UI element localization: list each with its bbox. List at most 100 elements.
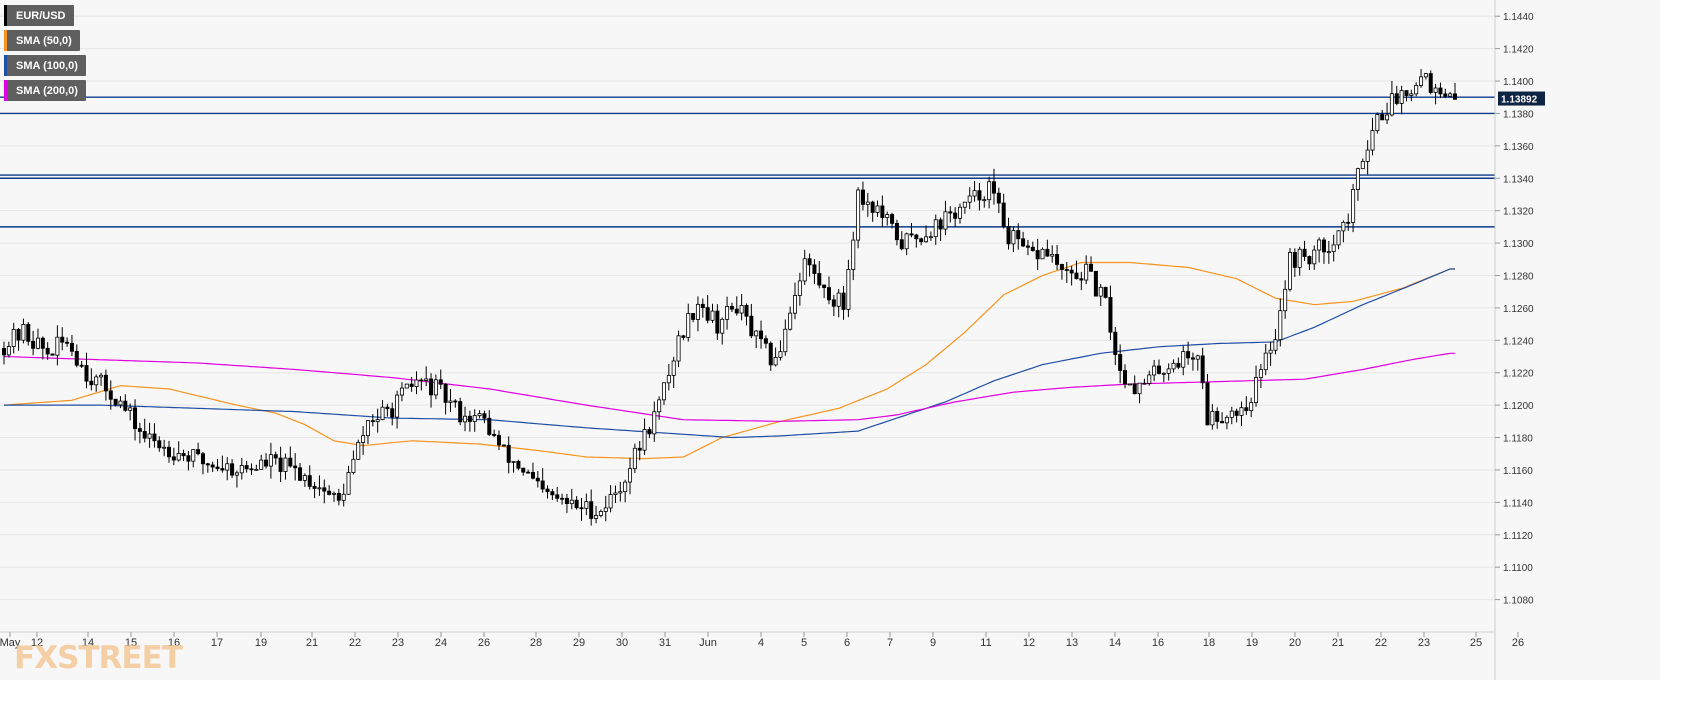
candle	[860, 181, 865, 211]
candle-body	[196, 449, 201, 455]
candle	[453, 399, 458, 408]
candle-body	[1142, 382, 1147, 385]
candle	[1084, 255, 1089, 285]
candle-body	[1292, 252, 1297, 268]
candle-body	[982, 199, 987, 202]
candle-body	[705, 307, 710, 321]
candle	[1190, 352, 1195, 371]
candle	[1288, 248, 1293, 292]
candle-body	[628, 468, 633, 483]
candle-body	[1288, 252, 1293, 290]
candle-body	[1341, 221, 1346, 232]
candle-body	[215, 466, 220, 469]
candle	[385, 403, 390, 417]
candle	[1210, 404, 1215, 430]
candle	[380, 400, 385, 421]
candle-body	[608, 494, 613, 509]
candle	[467, 410, 472, 432]
legend-item-sma50[interactable]: SMA (50,0)	[4, 30, 80, 51]
candle	[788, 306, 793, 331]
candle-body	[1001, 202, 1006, 227]
candle	[249, 463, 254, 475]
candle	[108, 380, 113, 410]
candle	[1064, 261, 1069, 283]
legend-item-sma100[interactable]: SMA (100,0)	[4, 55, 86, 76]
candle-body	[686, 313, 691, 338]
legend-swatch	[4, 5, 7, 26]
candle-body	[1297, 248, 1302, 268]
candle	[1220, 412, 1225, 424]
candle-body	[1050, 254, 1055, 257]
candle	[545, 485, 550, 499]
candle-body	[1021, 238, 1026, 247]
candle	[1453, 82, 1458, 100]
candle	[613, 485, 618, 503]
candle	[31, 330, 36, 356]
candle	[1137, 382, 1142, 404]
candle-body	[133, 407, 138, 429]
candle-body	[1011, 230, 1016, 245]
candle-body	[914, 234, 919, 240]
candle	[608, 485, 613, 513]
candle-body	[31, 340, 36, 349]
y-tick-label: 1.1260	[1503, 304, 1534, 315]
candle-body	[1040, 248, 1045, 260]
x-tick-label: May	[0, 637, 21, 649]
candle-body	[113, 398, 118, 406]
candle-body	[744, 305, 749, 317]
candle	[870, 200, 875, 222]
candle	[496, 430, 501, 451]
candle-body	[715, 310, 720, 334]
candle	[1016, 223, 1021, 250]
legend-item-sma200[interactable]: SMA (200,0)	[4, 80, 86, 101]
candle-body	[501, 444, 506, 447]
candle	[1351, 183, 1356, 233]
candle	[530, 462, 535, 480]
candle-body	[171, 456, 176, 461]
candle	[1292, 248, 1297, 277]
candle-body	[298, 467, 303, 481]
candle	[293, 453, 298, 481]
candle-body	[637, 447, 642, 451]
candle	[1326, 240, 1331, 264]
y-tick-label: 1.1380	[1503, 109, 1534, 120]
candle-body	[928, 236, 933, 239]
candle	[94, 374, 99, 392]
candle-body	[666, 375, 671, 384]
candle	[914, 233, 919, 248]
candle-body	[652, 411, 657, 435]
candle	[419, 378, 424, 391]
candle-body	[657, 399, 662, 413]
candle-body	[831, 299, 836, 307]
candle	[103, 369, 108, 401]
legend-label: SMA (50,0)	[16, 34, 72, 47]
candle	[225, 457, 230, 481]
candle	[1200, 347, 1205, 390]
candle	[1254, 365, 1259, 407]
x-tick-label: 11	[980, 637, 991, 649]
candle	[632, 443, 637, 473]
candle-body	[157, 440, 162, 449]
candle-body	[865, 201, 870, 205]
candle-body	[1016, 230, 1021, 240]
candle	[181, 449, 186, 462]
candle-body	[26, 324, 31, 342]
candle-body	[933, 219, 938, 238]
candle	[1278, 298, 1283, 347]
x-tick-label: 25	[1470, 637, 1482, 649]
candle	[1055, 245, 1060, 271]
candle-body	[492, 434, 497, 436]
x-tick-label: 17	[211, 637, 223, 649]
candle-body	[1186, 351, 1191, 359]
candle	[1380, 109, 1385, 121]
legend-item-symbol[interactable]: EUR/USD	[4, 5, 74, 26]
candle-body	[404, 383, 409, 389]
candle-body	[463, 415, 468, 423]
candle	[433, 374, 438, 400]
candle-body	[142, 431, 147, 439]
y-tick-label: 1.1360	[1503, 142, 1534, 153]
candle-body	[35, 337, 40, 349]
candle	[1040, 247, 1045, 260]
candle	[681, 334, 686, 341]
candle	[1307, 255, 1312, 270]
